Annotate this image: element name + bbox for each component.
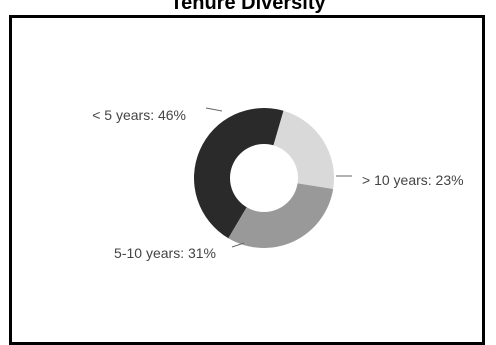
leader-line — [231, 242, 245, 248]
donut-chart: < 5 years: 46% > 10 years: 23% 5-10 years:… — [92, 107, 463, 261]
slice-label: 5-10 years: 31% — [114, 245, 216, 261]
leader-line — [205, 107, 223, 112]
leader-lines — [205, 107, 352, 248]
chart-title: Tenure Diversity — [170, 0, 326, 14]
slice-labels: < 5 years: 46% > 10 years: 23% 5-10 years:… — [92, 107, 463, 261]
slice-label: < 5 years: 46% — [92, 107, 186, 123]
slice-label: > 10 years: 23% — [362, 172, 464, 188]
donut-hole — [230, 144, 298, 212]
